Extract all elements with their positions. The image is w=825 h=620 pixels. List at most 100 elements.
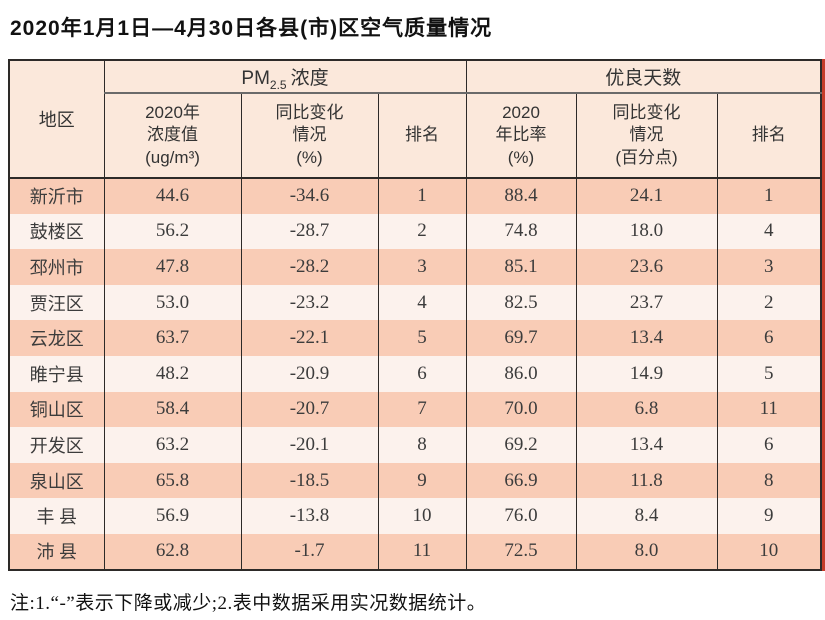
cell-pm-rank: 5 (377, 320, 466, 356)
cell-pm-rank: 10 (377, 498, 466, 534)
table-row: 泉山区 65.8 -18.5 9 66.9 11.8 8 (8, 462, 821, 499)
cell-region: 泉山区 (8, 462, 104, 499)
cell-region: 铜山区 (8, 391, 104, 428)
cell-good-rate: 88.4 (465, 178, 576, 214)
cell-pm-change: -28.7 (240, 213, 378, 250)
header-good-change: 同比变化 情况 (百分点) (575, 93, 717, 179)
cell-region: 睢宁县 (8, 355, 104, 392)
cell-pm-change: -20.7 (240, 391, 378, 428)
cell-pm-change: -34.6 (240, 178, 378, 214)
table-row: 鼓楼区 56.2 -28.7 2 74.8 18.0 4 (8, 213, 821, 250)
header-good-rank: 排名 (716, 93, 821, 179)
cell-pm-rank: 9 (377, 462, 466, 499)
cell-pm-rank: 1 (377, 178, 466, 214)
cell-good-change: 8.0 (575, 533, 717, 570)
cell-pm-rank: 6 (377, 355, 466, 392)
table-row: 睢宁县 48.2 -20.9 6 86.0 14.9 5 (8, 355, 821, 392)
table-row: 新沂市 44.6 -34.6 1 88.4 24.1 1 (8, 178, 821, 214)
cell-pm-value: 65.8 (103, 462, 241, 499)
cell-good-rate: 66.9 (465, 462, 576, 499)
page-title: 2020年1月1日—4月30日各县(市)区空气质量情况 (10, 17, 493, 40)
cell-good-rank: 3 (716, 249, 821, 285)
pm-label-suffix: 浓度 (290, 68, 329, 89)
cell-good-rank: 10 (716, 533, 821, 570)
cell-pm-value: 44.6 (103, 178, 241, 214)
cell-pm-value: 63.2 (103, 427, 241, 463)
header-group-row: 地区 PM2.5 浓度 优良天数 (8, 60, 821, 179)
cell-good-change: 23.7 (575, 284, 717, 321)
cell-pm-change: -28.2 (240, 249, 378, 285)
cell-good-rank: 8 (716, 462, 821, 499)
cell-good-rank: 9 (716, 498, 821, 534)
cell-region: 贾汪区 (8, 284, 104, 321)
cell-pm-change: -13.8 (240, 498, 378, 534)
cell-pm-change: -23.2 (240, 284, 378, 321)
cell-good-rank: 4 (716, 213, 821, 250)
cell-good-rank: 5 (716, 355, 821, 392)
cell-good-change: 24.1 (575, 178, 717, 214)
table-row: 邳州市 47.8 -28.2 3 85.1 23.6 3 (8, 249, 821, 285)
cell-pm-rank: 3 (377, 249, 466, 285)
header-good-rate: 2020 年比率 (%) (465, 93, 576, 179)
cell-pm-rank: 11 (377, 533, 466, 570)
cell-pm-change: -18.5 (240, 462, 378, 499)
cell-pm-value: 47.8 (103, 249, 241, 285)
cell-pm-value: 56.2 (103, 213, 241, 250)
header-pm25-group: PM2.5 浓度 (103, 60, 466, 94)
cell-pm-change: -1.7 (240, 533, 378, 570)
table-row: 铜山区 58.4 -20.7 7 70.0 6.8 11 (8, 391, 821, 428)
cell-good-rate: 74.8 (465, 213, 576, 250)
cell-pm-rank: 7 (377, 391, 466, 428)
cell-region: 云龙区 (8, 320, 104, 356)
header-sub-row: 2020年 浓度值 (ug/m³) 同比变化 情况 (%) 排名 2020 年比… (9, 93, 821, 179)
cell-region: 新沂市 (8, 178, 104, 214)
cell-good-change: 8.4 (575, 498, 717, 534)
air-quality-table-wrap: 地区 PM2.5 浓度 优良天数 2020年 浓度值 (ug/m³) 同比变化 情… (8, 59, 825, 571)
cell-good-change: 6.8 (575, 391, 717, 428)
header-pm-rank: 排名 (377, 93, 466, 179)
cell-good-change: 11.8 (575, 462, 717, 499)
cell-good-rate: 69.2 (465, 427, 576, 463)
cell-good-change: 13.4 (575, 427, 717, 463)
cell-region: 鼓楼区 (8, 213, 104, 250)
cell-good-change: 13.4 (575, 320, 717, 356)
cell-pm-change: -20.9 (240, 355, 378, 392)
cell-pm-rank: 8 (377, 427, 466, 463)
cell-good-rate: 70.0 (465, 391, 576, 428)
cell-pm-value: 56.9 (103, 498, 241, 534)
table-header: 地区 PM2.5 浓度 优良天数 2020年 浓度值 (ug/m³) 同比变化 情… (8, 60, 821, 179)
table-row: 贾汪区 53.0 -23.2 4 82.5 23.7 2 (8, 284, 821, 321)
table-row: 云龙区 63.7 -22.1 5 69.7 13.4 6 (8, 320, 821, 356)
header-region: 地区 (8, 60, 104, 179)
cell-region: 邳州市 (8, 249, 104, 285)
footnote: 注:1.“-”表示下降或减少;2.表中数据采用实况数据统计。 (10, 592, 487, 614)
cell-pm-value: 53.0 (103, 284, 241, 321)
table-row: 沛 县 62.8 -1.7 11 72.5 8.0 10 (8, 533, 821, 570)
table-row: 丰 县 56.9 -13.8 10 76.0 8.4 9 (8, 498, 821, 534)
cell-good-change: 18.0 (575, 213, 717, 250)
cell-good-rank: 1 (716, 178, 821, 214)
cell-region: 沛 县 (8, 533, 104, 570)
cell-good-change: 14.9 (575, 355, 717, 392)
cell-good-rate: 82.5 (465, 284, 576, 321)
cell-pm-value: 48.2 (103, 355, 241, 392)
cell-pm-change: -20.1 (240, 427, 378, 463)
cell-region: 开发区 (8, 427, 104, 463)
cell-pm-value: 63.7 (103, 320, 241, 356)
cell-good-rate: 86.0 (465, 355, 576, 392)
cell-good-rank: 2 (716, 284, 821, 321)
cell-good-rate: 85.1 (465, 249, 576, 285)
cell-pm-value: 62.8 (103, 533, 241, 570)
cell-good-rank: 6 (716, 427, 821, 463)
air-quality-table: 地区 PM2.5 浓度 优良天数 2020年 浓度值 (ug/m³) 同比变化 情… (8, 59, 822, 571)
cell-good-rate: 76.0 (465, 498, 576, 534)
right-edge-line (822, 59, 825, 571)
cell-good-rate: 72.5 (465, 533, 576, 570)
cell-pm-rank: 4 (377, 284, 466, 321)
cell-pm-change: -22.1 (240, 320, 378, 356)
cell-region: 丰 县 (8, 498, 104, 534)
cell-pm-rank: 2 (377, 213, 466, 250)
cell-good-rate: 69.7 (465, 320, 576, 356)
header-pm-change: 同比变化 情况 (%) (240, 93, 378, 179)
